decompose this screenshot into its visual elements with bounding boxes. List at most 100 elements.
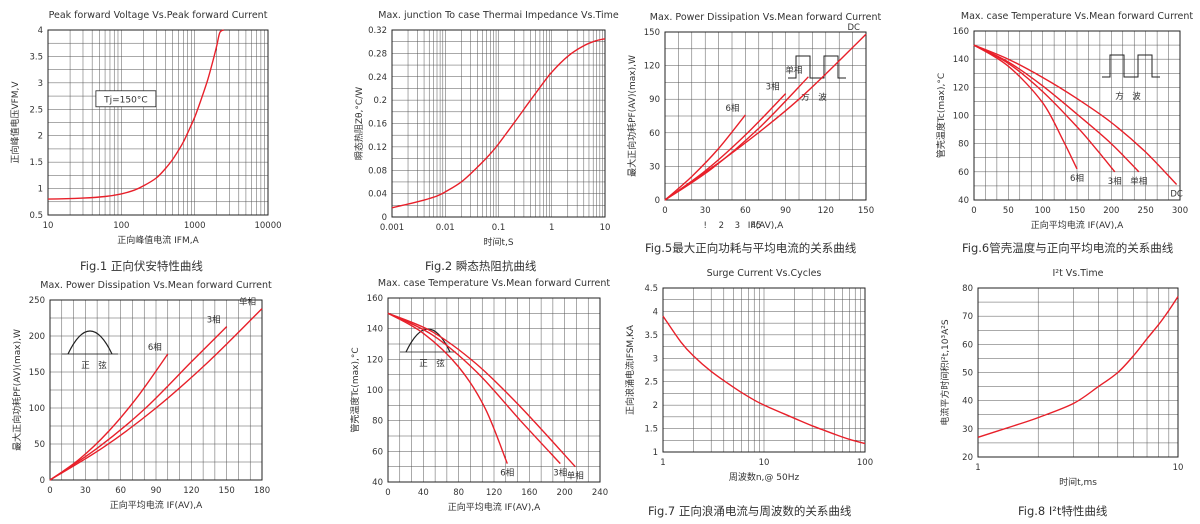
y-tick-label: 0.16 xyxy=(368,120,387,130)
series-label: 6相 xyxy=(725,103,739,114)
series-line-单相 xyxy=(664,76,809,201)
chart-panel-8: I²t Vs.Time 1 10 20 30 40 50 60 70 80 时间t,ms 电流平方时间… xyxy=(900,262,1200,520)
sine-half-wave-icon xyxy=(67,330,113,355)
y-tick-label: 100 xyxy=(29,404,45,414)
y-axis-label: 最大正向功耗PF(AV)(max),W xyxy=(11,329,23,451)
x-tick-label: 50 xyxy=(1003,206,1014,216)
x-tick-label: 100 xyxy=(857,458,873,468)
waveform-inset: 正 弦 xyxy=(62,330,118,371)
y-tick-label: 1 xyxy=(38,185,43,195)
y-tick-label: 1.5 xyxy=(644,425,658,435)
x-axis-label: 正向平均电流 IF(AV),A xyxy=(448,501,541,513)
y-tick-label: 80 xyxy=(958,140,969,150)
y-axis-label: 管壳温度Tc(max),°C xyxy=(935,73,947,158)
chart-svg: Max. Power Dissipation Vs.Mean forward C… xyxy=(626,12,882,231)
chart-svg: Max. junction To case Thermai Impedance … xyxy=(353,10,619,248)
y-tick-label: 200 xyxy=(29,332,45,342)
series-label: 6相 xyxy=(148,342,162,353)
y-tick-label: 0 xyxy=(382,213,387,223)
y-tick-label: 60 xyxy=(958,168,969,178)
y-tick-label: 3 xyxy=(38,79,43,89)
chart-panel-2: Max. junction To case Thermai Impedance … xyxy=(300,0,620,250)
x-tick-label: 240 xyxy=(592,488,608,498)
x-tick-label: 180 xyxy=(254,486,270,496)
x-tick-label: 100 xyxy=(1035,206,1051,216)
y-tick-label: 20 xyxy=(962,453,973,463)
x-axis-label: 正向平均电流 IF(AV),A xyxy=(110,499,203,511)
annotation-box: Tj=150°C xyxy=(95,90,157,108)
plot-frame xyxy=(977,287,1179,458)
series-label: 单相 xyxy=(239,297,256,308)
y-tick-label: 4.5 xyxy=(644,284,658,294)
y-tick-label: 2 xyxy=(38,132,43,142)
plot-frame xyxy=(391,29,606,218)
plot-frame xyxy=(664,31,867,201)
y-tick-label: 0.32 xyxy=(368,26,387,36)
series-line-6相 xyxy=(973,44,1078,170)
x-tick-label: 10000 xyxy=(254,221,281,231)
waveform-inset: 方 波 xyxy=(788,55,846,103)
series-line-单相 xyxy=(973,44,1140,173)
waveform-inset: 正 弦 xyxy=(400,328,456,369)
figure-caption-8: Fig.8 I²t特性曲线 xyxy=(1018,504,1108,518)
y-tick-label: 120 xyxy=(953,83,969,93)
x-tick-label: 0.01 xyxy=(436,223,455,233)
y-tick-label: 150 xyxy=(29,368,45,378)
series-line-单相 xyxy=(387,312,576,468)
plot-frame xyxy=(662,287,866,453)
series-label: 6相 xyxy=(1070,173,1084,184)
series-line-3相 xyxy=(387,312,561,465)
y-tick-label: 0.08 xyxy=(368,166,387,176)
y-tick-label: 2.5 xyxy=(29,105,43,115)
chart-title: Max. Power Dissipation Vs.Mean forward C… xyxy=(40,280,272,291)
x-tick-label: 10 xyxy=(759,458,770,468)
y-tick-label: 30 xyxy=(962,425,973,435)
extra-axis-label: ! xyxy=(703,221,706,231)
chart-title: Max. case Temperature Vs.Mean forward Cu… xyxy=(378,278,611,289)
series-line-6相 xyxy=(387,312,508,464)
x-tick-label: 150 xyxy=(858,206,874,216)
chart-svg: Max. case Temperature Vs.Mean forward Cu… xyxy=(935,11,1194,231)
y-tick-label: 0.28 xyxy=(368,49,387,59)
x-tick-label: 10 xyxy=(1173,463,1184,473)
series-label: 3相 xyxy=(766,82,780,93)
y-tick-label: 80 xyxy=(962,284,973,294)
y-tick-label: 100 xyxy=(367,386,383,396)
y-tick-label: 50 xyxy=(34,440,45,450)
series-line-DC xyxy=(973,44,1178,185)
y-tick-label: 40 xyxy=(372,478,383,488)
inset-label: 正 弦 xyxy=(419,358,445,369)
y-tick-label: 120 xyxy=(367,355,383,365)
chart-panel-6: Max. case Temperature Vs.Mean forward Cu… xyxy=(900,0,1200,250)
grid-lines xyxy=(665,32,866,200)
chart-title: Max. junction To case Thermai Impedance … xyxy=(378,10,619,21)
series-label: DC xyxy=(848,23,861,33)
y-tick-label: 40 xyxy=(958,196,969,206)
x-tick-label: 120 xyxy=(183,486,199,496)
inset-label: 方 波 xyxy=(1115,91,1141,102)
chart-title: Max. case Temperature Vs.Mean forward Cu… xyxy=(961,11,1194,22)
series-line-6相 xyxy=(664,114,746,201)
y-tick-label: 3.5 xyxy=(644,331,658,341)
y-tick-label: 160 xyxy=(953,27,969,37)
inset-label: 方 波 xyxy=(801,92,827,103)
x-tick-label: 1000 xyxy=(184,221,206,231)
waveform-inset: 方 波 xyxy=(1102,54,1160,102)
series-line-curve xyxy=(977,296,1179,438)
y-tick-label: 0.04 xyxy=(368,190,387,200)
chart-svg: Surge Current Vs.Cycles 1 10 100 1 1.5 2 2.5 3 3.… xyxy=(624,268,873,483)
figure-caption-7: Fig.7 正向浪涌电流与周波数的关系曲线 xyxy=(648,504,852,518)
series-line-curve xyxy=(47,29,225,200)
y-tick-label: 2 xyxy=(653,401,658,411)
figure-caption-5: Fig.5最大正向功耗与平均电流的关系曲线 xyxy=(645,241,857,255)
grid-lines xyxy=(978,288,1178,457)
y-axis-label: 最大正向功耗PF(AV)(max),W xyxy=(626,55,638,177)
y-tick-label: 4 xyxy=(653,307,658,317)
y-tick-label: 0 xyxy=(40,476,45,486)
x-axis-label: 时间t,ms xyxy=(1059,476,1097,488)
series-line-curve xyxy=(662,315,866,445)
x-tick-label: 1 xyxy=(549,223,554,233)
chart-panel-1: Peak forward Voltage Vs.Peak forward Cur… xyxy=(0,0,300,250)
y-tick-label: 250 xyxy=(29,296,45,306)
y-tick-label: 40 xyxy=(962,397,973,407)
